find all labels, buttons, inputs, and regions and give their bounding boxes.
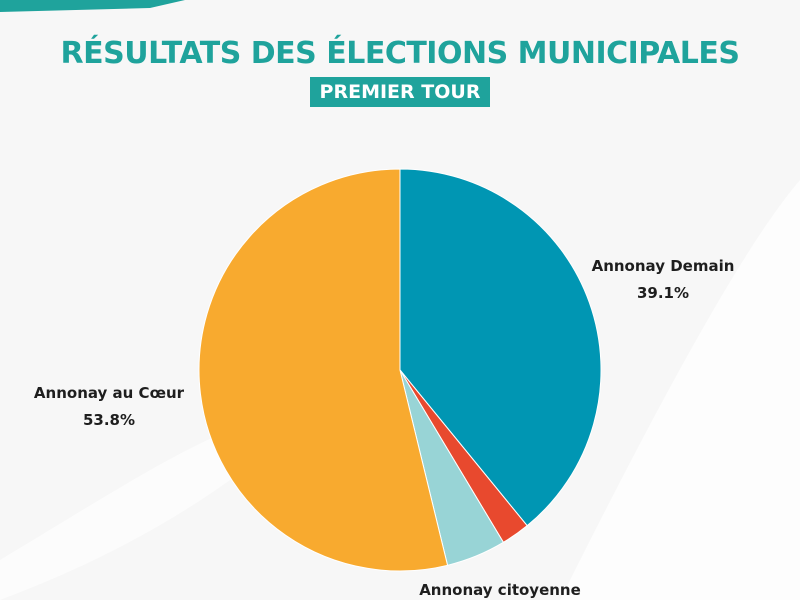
background-swoosh	[560, 180, 800, 600]
slice-label-annonay-citoyenne: Annonay citoyenne	[419, 581, 581, 599]
pie-slice-annonay-au-coeur	[198, 168, 449, 572]
top-left-corner-band	[0, 0, 185, 12]
slice-label-annonay-demain: Annonay Demain	[592, 257, 735, 275]
pie-slices	[198, 168, 602, 572]
subtitle-container: PREMIER TOUR	[0, 77, 800, 107]
chart-title: RÉSULTATS DES ÉLECTIONS MUNICIPALES	[60, 36, 740, 71]
pie-slice-annonay-demain	[399, 168, 602, 527]
slice-value-annonay-au-coeur: 53.8%	[83, 411, 135, 429]
chart-subtitle: PREMIER TOUR	[309, 77, 491, 107]
slice-label-annonay-au-coeur: Annonay au Cœur	[34, 384, 185, 402]
slice-value-annonay-demain: 39.1%	[637, 284, 689, 302]
pie-labels: Annonay Demain 39.1% Annonay citoyenne A…	[34, 257, 734, 599]
